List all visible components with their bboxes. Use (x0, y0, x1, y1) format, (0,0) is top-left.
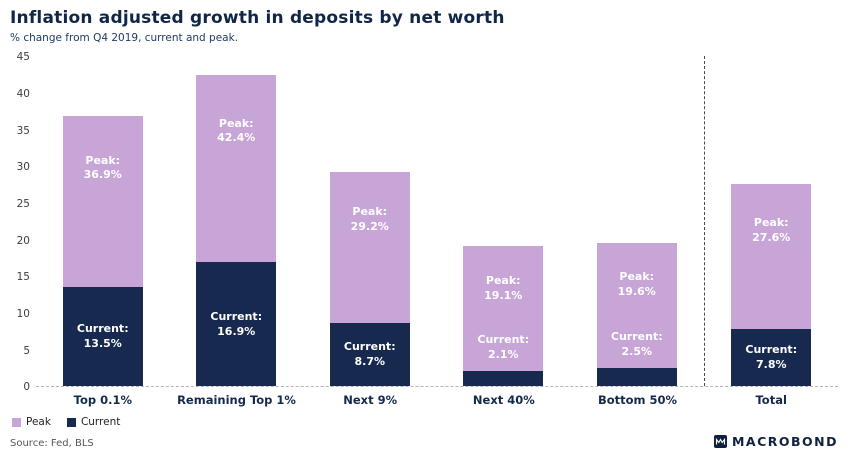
macrobond-logo-icon (713, 435, 727, 449)
current-bar (329, 322, 410, 387)
current-bar (62, 287, 143, 387)
legend-swatch (66, 417, 76, 427)
y-tick-label: 40 (16, 88, 30, 101)
bar-slot-4: Peak: 19.6% Current: 2.5% (570, 56, 704, 387)
current-bar (463, 371, 544, 387)
y-tick-label: 15 (16, 271, 30, 284)
y-tick-label: 0 (23, 381, 30, 394)
current-label: Current: 2.5% (610, 330, 663, 359)
peak-label: Peak: 19.1% (484, 273, 523, 302)
current-label: Current: 8.7% (343, 339, 396, 368)
current-label: Current: 13.5% (76, 322, 129, 351)
legend-item-peak: Peak (12, 416, 51, 428)
peak-bar: Peak: 19.1% Current: 2.1% (463, 246, 544, 387)
x-axis-label: Next 9% (343, 393, 398, 408)
bar-slot-0: Peak: 36.9% Current: 13.5% (36, 56, 170, 387)
peak-bar: Peak: 29.2% Current: 8.7% (329, 172, 410, 387)
legend-item-current: Current (66, 416, 121, 429)
legend-swatch (12, 417, 21, 427)
peak-bar: Peak: 36.9% Current: 13.5% (62, 115, 143, 387)
bar-slot-3: Peak: 19.1% Current: 2.1% (437, 56, 571, 387)
peak-label: Peak: 36.9% (83, 153, 122, 182)
chart-area: 0 5 10 15 20 25 30 35 40 45 Peak: 36.9% Current: 13.… (10, 51, 839, 393)
x-axis-label: Top 0.1% (73, 393, 133, 408)
bar-slot-5: Peak: 27.6% Current: 7.8% (703, 56, 839, 387)
current-bar (196, 262, 277, 387)
peak-bar: Peak: 42.4% Current: 16.9% (196, 75, 277, 387)
x-axis-labels: Top 0.1% Remaining Top 1% Next 9% Next 40% B… (36, 387, 838, 407)
x-axis-label: Total (755, 393, 787, 408)
x-axis-label: Bottom 50% (597, 393, 678, 408)
peak-bar: Peak: 19.6% Current: 2.5% (596, 242, 677, 387)
plot-area: Peak: 36.9% Current: 13.5% Peak: 42.4% Current… (36, 56, 839, 388)
current-label: Current: 2.1% (477, 333, 530, 362)
y-axis: 0 5 10 15 20 25 30 35 40 45 (10, 51, 36, 393)
y-tick-label: 20 (16, 234, 30, 247)
peak-label: Peak: 19.6% (617, 270, 656, 299)
peak-bar: Peak: 27.6% Current: 7.8% (731, 184, 812, 387)
legend-label: Peak (26, 416, 51, 429)
brand-name: MACROBOND (731, 434, 838, 450)
x-axis-label: Next 40% (472, 393, 535, 408)
footer: Source: Fed, BLS MACROBOND (10, 434, 838, 449)
y-tick-label: 30 (16, 161, 30, 174)
legend-label: Current (80, 416, 121, 429)
legend: Peak Current (12, 416, 838, 428)
peak-label: Peak: 42.4% (217, 116, 256, 145)
y-tick-label: 10 (16, 308, 30, 321)
y-tick-label: 35 (16, 124, 30, 137)
source-note: Source: Fed, BLS (10, 438, 94, 450)
y-tick-label: 5 (23, 344, 30, 357)
bar-slot-2: Peak: 29.2% Current: 8.7% (303, 56, 437, 387)
y-tick-label: 45 (16, 51, 30, 64)
brand: MACROBOND (713, 434, 838, 450)
current-bar (596, 368, 677, 387)
x-axis-label: Remaining Top 1% (177, 393, 296, 408)
peak-label: Peak: 27.6% (752, 215, 791, 244)
current-label: Current: 16.9% (210, 309, 263, 338)
y-tick-label: 25 (16, 198, 30, 211)
chart-subtitle: % change from Q4 2019, current and peak. (10, 32, 239, 45)
current-bar (731, 329, 812, 387)
current-label: Current: 7.8% (745, 343, 798, 371)
peak-label: Peak: 29.2% (350, 205, 389, 234)
bar-slot-1: Peak: 42.4% Current: 16.9% (170, 56, 304, 387)
chart-title: Inflation adjusted growth in deposits by… (10, 8, 505, 28)
